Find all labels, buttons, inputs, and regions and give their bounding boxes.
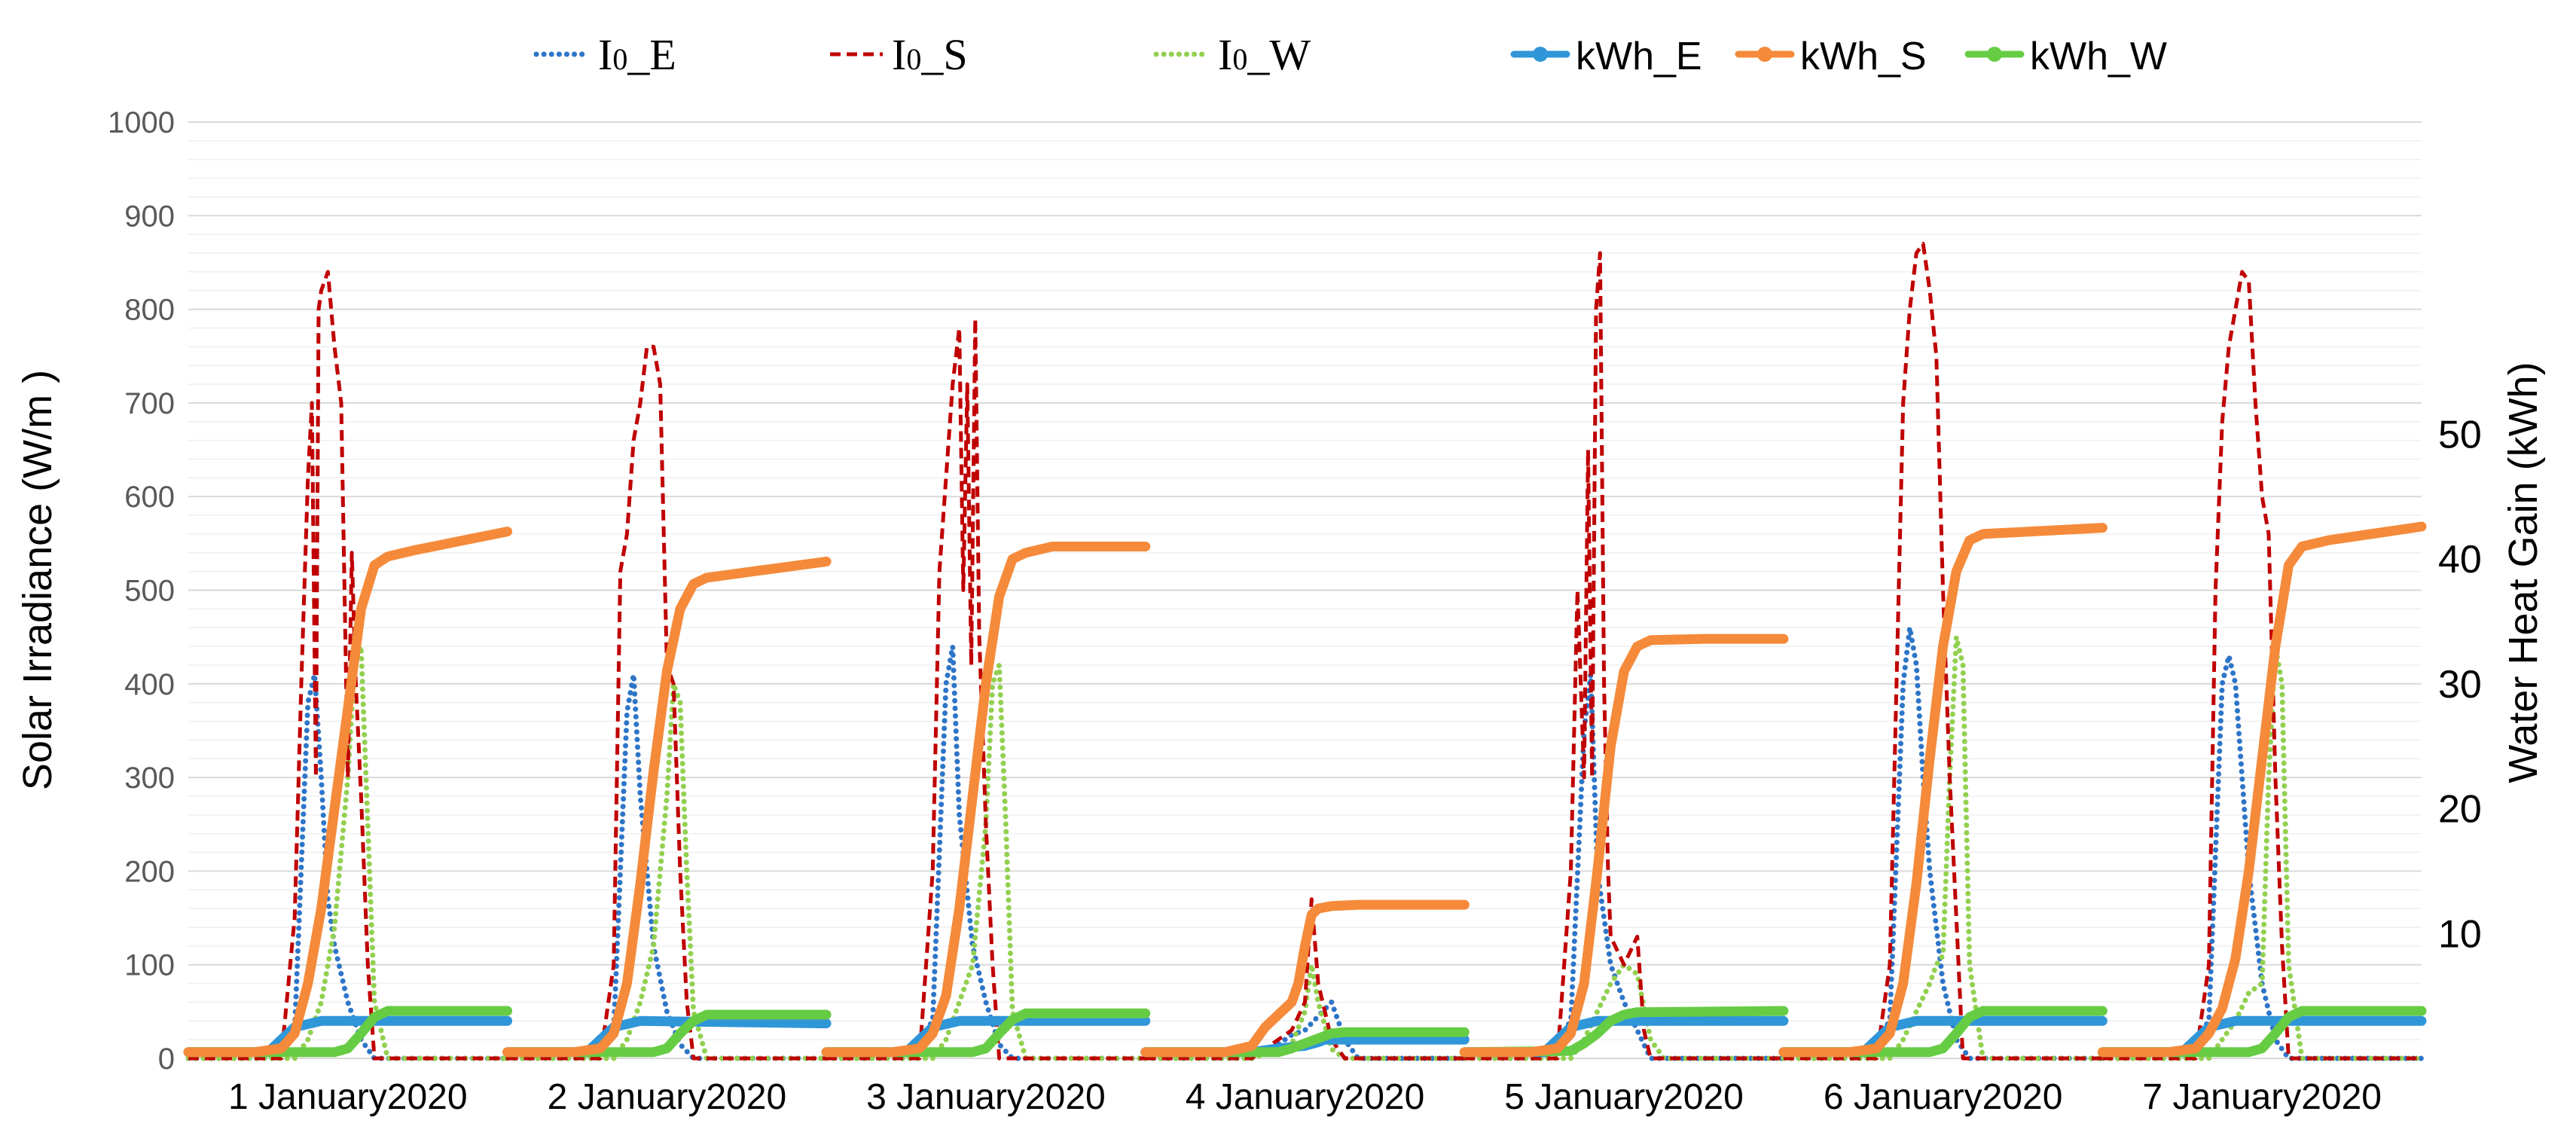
legend-item-kwh-s[interactable]: kWh_S [1735,35,1927,78]
legend-label: I0_E [598,30,676,79]
x-category-label: 5 January2020 [1504,1077,1744,1117]
series-line-kwh-w-day-7 [2097,1006,2427,1058]
legend-item-i0-s[interactable]: I0_S [830,30,968,79]
series-line-kwh-w-day-1 [183,1006,513,1058]
y-tick-left: 800 [124,294,175,327]
legend-item-i0-e[interactable]: I0_E [533,30,676,79]
y-tick-right: 30 [2438,663,2482,707]
series-line-kwh-s-day-6 [1778,523,2107,1058]
series-line-kwh-s-day-7 [2097,521,2427,1058]
legend-marker [1757,47,1772,62]
series-line-i0-e-day-2 [505,671,829,1061]
x-category-label: 2 January2020 [548,1077,787,1117]
y-axis-label-left: Solar Irradiance (W/m ) [15,370,60,790]
y-tick-right: 20 [2438,788,2482,832]
series-line-kwh-w-day-3 [821,1008,1151,1058]
series-line-i0-e-day-7 [2099,653,2425,1061]
series-line-kwh-w-day-4 [1140,1027,1470,1058]
series-line-kwh-w-day-6 [1778,1006,2107,1058]
series-line-i0-w-day-5 [1461,962,1787,1061]
y-tick-left: 1000 [108,106,175,139]
series-line-i0-s-day-6 [1783,242,2103,1061]
y-tick-left: 100 [124,949,175,982]
x-category-label: 1 January2020 [228,1077,468,1117]
series-line-i0-s-day-2 [507,344,827,1061]
x-category-label: 3 January2020 [866,1077,1106,1117]
x-category-label: 7 January2020 [2142,1077,2382,1117]
series-line-kwh-w-day-5 [1459,1006,1789,1058]
series-line-i0-s-day-7 [2102,270,2422,1061]
left-axis-ticks: 0 100 200 300 400 500 600 700 800 900 1000 [108,106,175,1076]
y-tick-left: 0 [158,1043,175,1076]
legend-label: kWh_W [2030,35,2167,78]
y-tick-left: 900 [124,200,175,233]
y-axis-label-right: Water Heat Gain (kWh) [2501,362,2546,783]
legend-label: kWh_E [1576,35,1702,78]
legend-label: kWh_S [1800,35,1927,78]
right-axis-ticks: 10 20 30 40 50 [2438,413,2482,956]
y-tick-left: 200 [124,855,175,888]
series-line-i0-s-day-1 [188,270,508,1061]
legend-item-kwh-e[interactable]: kWh_E [1510,35,1702,78]
legend: I0_E I0_S I0_W kWh_E kWh_S kWh_W [533,30,2167,79]
series-line-i0-w-day-7 [2099,643,2425,1061]
x-category-label: 6 January2020 [1824,1077,2063,1117]
legend-marker [1533,47,1548,62]
series-line-i0-w-day-6 [1781,634,2105,1061]
legend-label: I0_W [1218,30,1311,79]
series-line-kwh-s-day-5 [1459,634,1789,1058]
y-tick-right: 50 [2438,413,2482,456]
y-tick-right: 10 [2438,912,2482,956]
legend-marker [1987,47,2002,62]
gridlines [188,121,2422,1059]
day-labels: 1 January2020 2 January2020 3 January2020 4… [228,1077,2382,1117]
y-tick-left: 600 [124,481,175,514]
series-line-i0-e-day-6 [1781,624,2105,1061]
legend-label: I0_S [892,30,968,79]
x-category-label: 4 January2020 [1186,1077,1425,1117]
y-tick-left: 500 [124,575,175,608]
series-line-i0-s-day-5 [1464,251,1784,1061]
series-line-kwh-s-day-1 [183,527,513,1058]
series-line-i0-e-day-5 [1461,671,1787,1061]
y-tick-left: 700 [124,387,175,420]
y-tick-left: 400 [124,668,175,701]
heat-gain-series [183,521,2427,1058]
series-line-kwh-s-day-4 [1140,899,1470,1058]
series-line-kwh-s-day-3 [821,542,1151,1058]
legend-item-kwh-w[interactable]: kWh_W [1964,35,2167,78]
y-tick-right: 40 [2438,538,2482,582]
y-tick-left: 300 [124,762,175,795]
legend-item-i0-w[interactable]: I0_W [1153,30,1311,79]
series-line-kwh-w-day-2 [502,1009,832,1058]
series-line-kwh-s-day-2 [502,556,832,1058]
